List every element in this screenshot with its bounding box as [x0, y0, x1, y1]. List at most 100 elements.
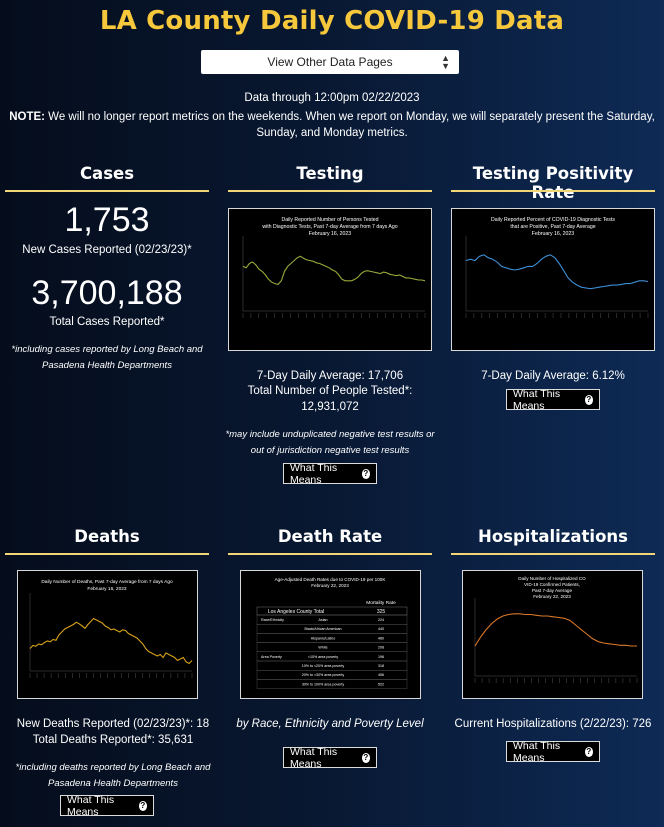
- hospitalizations-plot: [474, 598, 638, 683]
- hospitalizations-what-this-means-button[interactable]: What This Means?: [506, 739, 600, 764]
- deaths-what-this-means-button[interactable]: What This Means?: [60, 793, 154, 818]
- hosp-chart-title-2: VID-19 Confirmed Patients,: [524, 582, 580, 587]
- testing-underline: [228, 190, 432, 192]
- death-rate-row-label: Asian: [319, 618, 328, 622]
- positivity-underline: [451, 190, 655, 192]
- testing-total-label: Total Number of People Tested*:: [247, 385, 413, 397]
- deaths-chart[interactable]: Daily Number of Deaths, Past 7-day Avera…: [17, 570, 198, 699]
- deaths-footnote: *including deaths reported by Long Beach…: [15, 762, 211, 789]
- death-rate-title-2: February 22, 2023: [311, 583, 349, 588]
- death-rate-row-label: Hispanic/Latino: [311, 636, 336, 640]
- death-rate-row-label: 10% to <20% area poverty: [302, 664, 345, 668]
- hospitalizations-current: Current Hospitalizations (2/22/23): 726: [454, 718, 652, 730]
- note-label: NOTE:: [9, 111, 45, 123]
- testing-chart-title-1: Daily Reported Number of Persons Tested: [281, 217, 378, 223]
- death-rate-total-value: 325: [377, 609, 386, 615]
- death-rate-caption: by Race, Ethnicity and Poverty Level: [236, 718, 424, 730]
- positivity-chart-title-3: February 16, 2023: [532, 231, 575, 237]
- button-label: What This Means: [513, 739, 561, 764]
- positivity-plot: [465, 236, 649, 318]
- select-arrows-icon: ▲ ▼: [441, 53, 450, 71]
- hospitalizations-series-line: [474, 613, 637, 647]
- deaths-heading: Deaths: [74, 527, 140, 546]
- death-rate-row-value: 480: [378, 636, 384, 640]
- testing-heading: Testing: [296, 164, 364, 183]
- deaths-chart-svg: Daily Number of Deaths, Past 7-day Avera…: [29, 579, 193, 678]
- deaths-total: Total Deaths Reported*: 35,631: [32, 734, 194, 746]
- deaths-plot: [29, 593, 193, 678]
- hosp-chart-title-1: Daily Number of Hospitalized CO: [518, 576, 586, 581]
- positivity-chart[interactable]: Daily Reported Percent of COVID-19 Diagn…: [451, 208, 655, 351]
- death-rate-row-value: 456: [378, 673, 384, 677]
- testing-what-this-means-button[interactable]: What This Means?: [283, 461, 377, 486]
- death-rate-what-this-means-button[interactable]: What This Means?: [283, 745, 377, 770]
- cases-footnote: *including cases reported by Long Beach …: [11, 344, 203, 371]
- hosp-chart-title-4: February 22, 2023: [533, 594, 571, 599]
- chart-axes: [465, 236, 648, 312]
- data-pages-select[interactable]: View Other Data Pages ▲ ▼: [201, 50, 459, 74]
- chart-axes: [29, 593, 192, 672]
- chart-axes: [474, 598, 637, 677]
- positivity-what-this-means-button[interactable]: What This Means?: [506, 388, 600, 412]
- deaths-series-line: [29, 617, 193, 665]
- death-rate-row-box: [256, 642, 408, 652]
- testing-chart-title-3: February 16, 2023: [309, 231, 352, 237]
- death-rate-row-value: 196: [378, 655, 384, 659]
- positivity-average: 7-Day Daily Average: 6.12%: [481, 370, 625, 382]
- death-rate-row-label: Black/African American: [305, 627, 342, 631]
- new-cases-value: 1,753: [64, 201, 150, 239]
- testing-plot: [242, 236, 426, 318]
- chart-axes: [242, 236, 425, 312]
- death-rate-rows: Race/Ethnicity Asian 224 Black/African Amer…: [256, 614, 408, 689]
- death-rate-table-svg: Age-Adjusted Death Rates due to COVID-19…: [256, 577, 408, 689]
- death-rate-row-value: 208: [378, 646, 384, 650]
- death-rate-row-value: 224: [378, 618, 384, 622]
- death-rate-row-label: 30% to 100% area poverty: [302, 682, 345, 686]
- death-rate-row-label: <10% area poverty: [308, 655, 338, 659]
- page-title: LA County Daily COVID-19 Data: [99, 6, 565, 36]
- death-rate-row-box: [256, 679, 408, 689]
- death-rate-row-group: Race/Ethnicity: [261, 618, 284, 622]
- positivity-chart-title-1: Daily Reported Percent of COVID-19 Diagn…: [491, 217, 615, 223]
- button-label: What This Means: [67, 793, 115, 818]
- total-cases-label: Total Cases Reported*: [49, 316, 165, 328]
- death-rate-heading: Death Rate: [277, 527, 383, 546]
- positivity-series-line: [465, 254, 649, 290]
- hospitalizations-heading: Hospitalizations: [478, 527, 628, 546]
- testing-total-value: 12,931,072: [301, 401, 359, 413]
- cases-underline: [5, 190, 209, 192]
- button-label: What This Means: [290, 461, 338, 486]
- death-rate-title-1: Age-Adjusted Death Rates due to COVID-19…: [275, 577, 387, 582]
- cases-heading: Cases: [79, 164, 135, 183]
- testing-chart-svg: Daily Reported Number of Persons Tested …: [242, 217, 426, 318]
- question-icon: ?: [361, 752, 370, 763]
- hospitalizations-chart-svg: Daily Number of Hospitalized CO VID-19 C…: [474, 576, 638, 683]
- death-rate-table-header: Mortality Rate: [366, 600, 396, 606]
- testing-chart[interactable]: Daily Reported Number of Persons Tested …: [228, 208, 432, 351]
- note-text: We will no longer report metrics on the …: [44, 111, 655, 139]
- death-rate-row-group: Area Poverty: [261, 655, 282, 659]
- question-icon: ?: [138, 800, 147, 811]
- total-cases-value: 3,700,188: [31, 274, 183, 312]
- data-through-text: Data through 12:00pm 02/22/2023: [244, 92, 420, 104]
- weekend-note: NOTE: We will no longer report metrics o…: [8, 109, 656, 141]
- question-icon: ?: [584, 746, 593, 757]
- positivity-chart-svg: Daily Reported Percent of COVID-19 Diagn…: [465, 217, 649, 318]
- question-icon: ?: [584, 394, 593, 405]
- death-rate-total-label: Los Angeles County Total: [268, 609, 324, 615]
- positivity-heading: Testing Positivity Rate: [472, 164, 634, 202]
- death-rate-row-value: 440: [378, 627, 384, 631]
- death-rate-underline: [228, 553, 432, 555]
- death-rate-row-label: White: [318, 646, 327, 650]
- hospitalizations-chart[interactable]: Daily Number of Hospitalized CO VID-19 C…: [462, 570, 643, 699]
- positivity-chart-title-2: that are Positive, Past 7-day Average: [510, 224, 595, 230]
- death-rate-row-value: 318: [378, 664, 384, 668]
- deaths-chart-title-1: Daily Number of Deaths, Past 7-day Avera…: [41, 579, 173, 585]
- death-rate-row-value: 522: [378, 682, 384, 686]
- button-label: What This Means: [290, 745, 338, 770]
- new-cases-label: New Cases Reported (02/23/23)*: [22, 244, 192, 256]
- death-rate-chart[interactable]: Age-Adjusted Death Rates due to COVID-19…: [240, 570, 421, 699]
- testing-series-line: [242, 255, 426, 286]
- question-icon: ?: [361, 468, 370, 479]
- testing-average: 7-Day Daily Average: 17,706: [256, 370, 404, 382]
